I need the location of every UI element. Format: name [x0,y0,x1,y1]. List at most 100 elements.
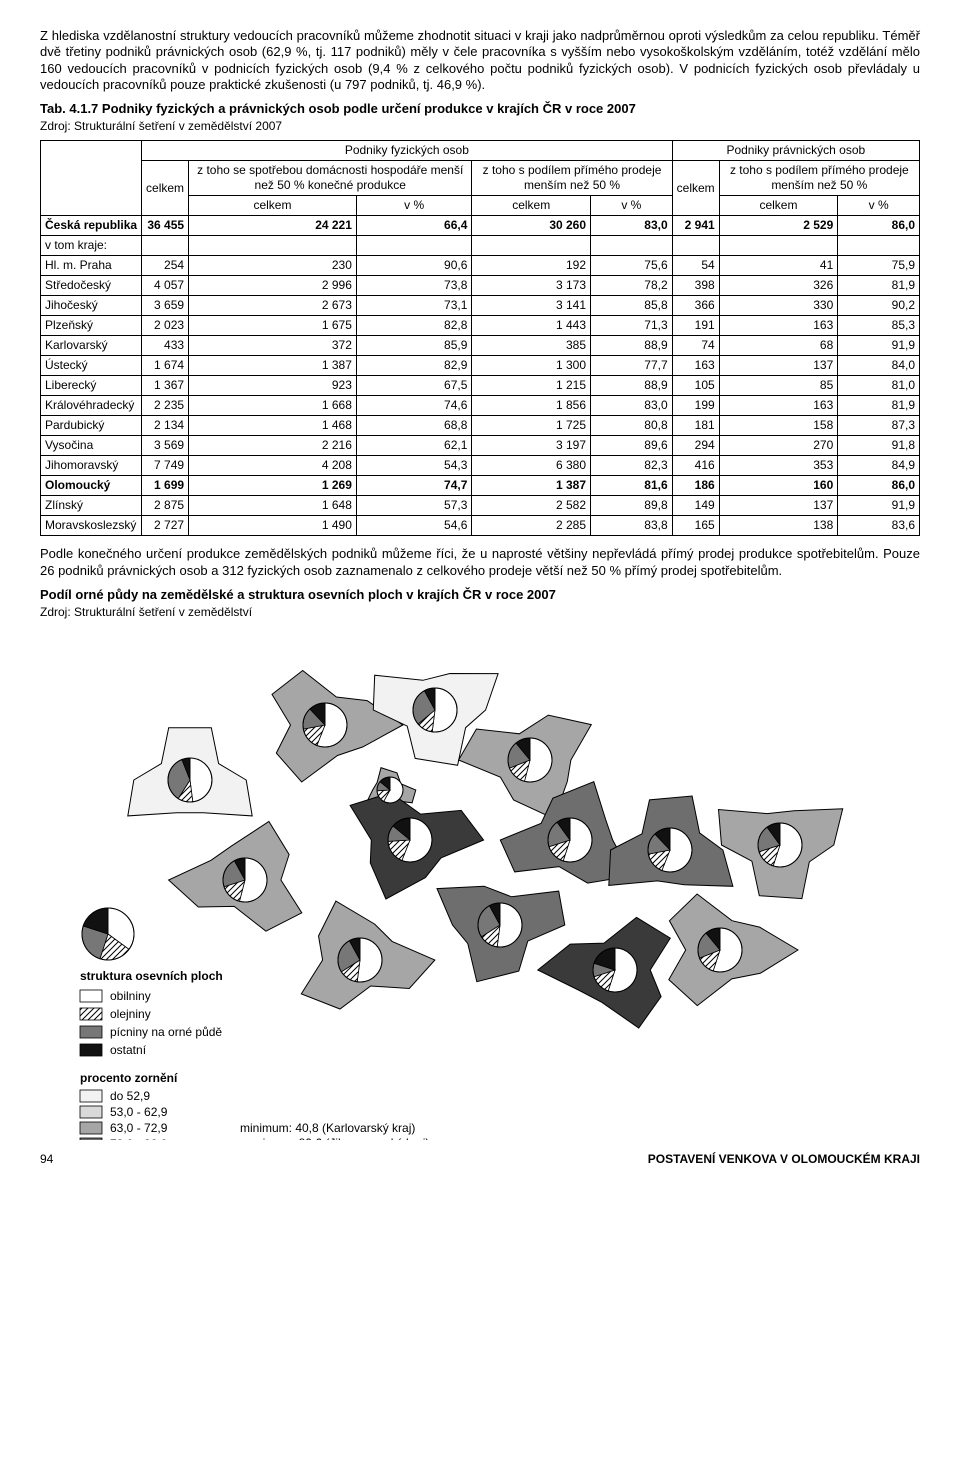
cell: 2 134 [142,416,189,436]
cell: 7 749 [142,456,189,476]
cell: 1 725 [472,416,591,436]
th-sub-2: v % [356,196,472,216]
th-domacnosti: z toho se spotřebou domácnosti hospodáře… [189,161,472,196]
cell: 6 380 [472,456,591,476]
cell: 165 [672,516,719,536]
svg-text:pícniny na orné půdě: pícniny na orné půdě [110,1025,222,1039]
cell: 294 [672,436,719,456]
cell: 192 [472,256,591,276]
cell: 88,9 [591,376,673,396]
cell: 326 [719,276,838,296]
cell [472,236,591,256]
cell: 1 699 [142,476,189,496]
cell: 163 [672,356,719,376]
cell: 74 [672,336,719,356]
cell: 138 [719,516,838,536]
table-row: Česká republika36 45524 22166,430 26083,… [41,216,920,236]
cell [591,236,673,256]
cell: 2 941 [672,216,719,236]
map-title: Podíl orné půdy na zemědělské a struktur… [40,587,920,603]
cell: 923 [189,376,357,396]
svg-text:olejniny: olejniny [110,1007,151,1021]
svg-text:73,0 - 82,9: 73,0 - 82,9 [110,1137,168,1140]
row-label: Vysočina [41,436,142,456]
cell: 89,8 [591,496,673,516]
cell: 80,8 [591,416,673,436]
row-label: Jihomoravský [41,456,142,476]
cell: 191 [672,316,719,336]
cell: 54 [672,256,719,276]
th-primy-2: z toho s podílem přímého prodeje menším … [719,161,919,196]
table-row: Karlovarský43337285,938588,9746891,9 [41,336,920,356]
cell: 353 [719,456,838,476]
cell: 254 [142,256,189,276]
cell: 199 [672,396,719,416]
cell [142,236,189,256]
intro-paragraph-1: Z hlediska vzdělanostní struktury vedouc… [40,28,920,93]
cell: 86,0 [838,476,920,496]
cell: 85,3 [838,316,920,336]
cell: 91,8 [838,436,920,456]
svg-text:obilniny: obilniny [110,989,151,1003]
th-sub-4: v % [591,196,673,216]
table-row: Olomoucký1 6991 26974,71 38781,618616086… [41,476,920,496]
cell: 68 [719,336,838,356]
cell: 158 [719,416,838,436]
th-celkem-2: celkem [672,161,719,216]
table-row: Pardubický2 1341 46868,81 72580,81811588… [41,416,920,436]
cell: 77,7 [591,356,673,376]
data-table: Podniky fyzických osob Podniky právnický… [40,140,920,536]
cell: 85,9 [356,336,472,356]
cell: 2 285 [472,516,591,536]
footer-page-number: 94 [40,1152,53,1167]
cell: 433 [142,336,189,356]
cell: 4 057 [142,276,189,296]
cell: 137 [719,356,838,376]
cell: 1 367 [142,376,189,396]
row-label: Pardubický [41,416,142,436]
svg-text:procento zornění: procento zornění [80,1071,178,1085]
cell: 2 216 [189,436,357,456]
cell: 385 [472,336,591,356]
cell: 398 [672,276,719,296]
th-sub-3: celkem [472,196,591,216]
table-row: Zlínský2 8751 64857,32 58289,814913791,9 [41,496,920,516]
cell: 3 141 [472,296,591,316]
cell [189,236,357,256]
cell: 2 875 [142,496,189,516]
cell: 372 [189,336,357,356]
cell: 105 [672,376,719,396]
cell: 74,6 [356,396,472,416]
cell: 3 173 [472,276,591,296]
row-label: Moravskoslezský [41,516,142,536]
svg-text:minimum: 40,8 (Karlovarský kra: minimum: 40,8 (Karlovarský kraj) [240,1121,415,1135]
cell: 1 648 [189,496,357,516]
cell: 84,9 [838,456,920,476]
page-footer: 94 POSTAVENÍ VENKOVA V OLOMOUCKÉM KRAJI [40,1152,920,1167]
svg-text:63,0 - 72,9: 63,0 - 72,9 [110,1121,168,1135]
svg-text:53,0 - 62,9: 53,0 - 62,9 [110,1105,168,1119]
th-sub-5: celkem [719,196,838,216]
cell [838,236,920,256]
cell: 149 [672,496,719,516]
th-sub-6: v % [838,196,920,216]
svg-text:struktura osevních ploch: struktura osevních ploch [80,969,223,983]
cell: 181 [672,416,719,436]
cell: 3 569 [142,436,189,456]
cell: 71,3 [591,316,673,336]
th-fyz: Podniky fyzických osob [142,141,673,161]
cell: 81,9 [838,396,920,416]
map-source: Zdroj: Strukturální šetření v zemědělstv… [40,605,920,620]
cell: 186 [672,476,719,496]
cell: 1 856 [472,396,591,416]
cell: 82,8 [356,316,472,336]
cell: 83,8 [591,516,673,536]
cell: 1 468 [189,416,357,436]
table-row: Vysočina3 5692 21662,13 19789,629427091,… [41,436,920,456]
table-row: Jihočeský3 6592 67373,13 14185,836633090… [41,296,920,316]
cell: 78,2 [591,276,673,296]
table-row: Ústecký1 6741 38782,91 30077,716313784,0 [41,356,920,376]
cell: 84,0 [838,356,920,376]
cell: 163 [719,396,838,416]
cell: 4 208 [189,456,357,476]
